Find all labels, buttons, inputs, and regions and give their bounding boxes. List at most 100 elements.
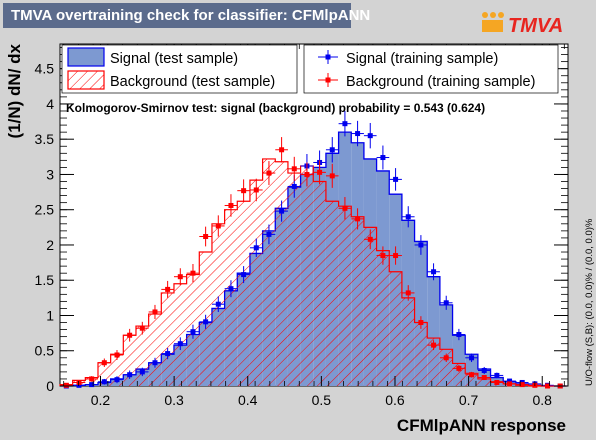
tmva-logo-icon xyxy=(482,12,504,32)
y-tick-label: 0 xyxy=(46,378,54,394)
background-training-point xyxy=(85,376,98,382)
x-tick-label: 0.3 xyxy=(164,392,184,408)
signal-training-point-marker xyxy=(342,121,348,127)
background-training-point-marker xyxy=(380,253,386,259)
background-training-point-marker xyxy=(545,383,551,389)
background-training-point xyxy=(351,208,364,230)
signal-training-point xyxy=(427,263,440,281)
signal-training-point-marker xyxy=(329,147,335,153)
y-axis-label: (1/N) dN/ dx xyxy=(5,43,24,138)
signal-training-point xyxy=(465,353,478,363)
signal-training-point xyxy=(401,206,415,228)
signal-training-point-marker xyxy=(507,378,513,384)
signal-training-points xyxy=(60,110,567,389)
background-training-point xyxy=(72,379,86,385)
background-training-point-marker xyxy=(494,379,500,385)
signal-training-point xyxy=(363,122,377,149)
signal-training-point xyxy=(85,382,98,388)
background-test-bin xyxy=(414,322,428,386)
background-test-bin xyxy=(389,271,402,386)
signal-training-point-marker xyxy=(355,131,361,137)
background-training-point-marker xyxy=(405,290,411,296)
signal-training-point-marker xyxy=(291,183,297,189)
y-tick-label: 4 xyxy=(46,96,54,112)
background-training-point xyxy=(452,364,466,372)
background-training-point xyxy=(414,316,428,329)
background-training-point-marker xyxy=(177,274,183,280)
signal-training-point xyxy=(262,224,276,245)
background-training-point xyxy=(490,379,504,385)
background-training-point-marker xyxy=(291,166,297,172)
signal-training-point-marker xyxy=(215,301,221,307)
y-tick-label: 1.5 xyxy=(35,272,55,288)
background-training-point-marker xyxy=(317,169,323,175)
background-test-bin xyxy=(427,338,440,386)
background-training-point xyxy=(389,246,402,265)
signal-training-point-marker xyxy=(203,319,209,325)
legend-swatch-signal-test xyxy=(67,47,105,67)
background-training-point xyxy=(224,194,238,217)
background-training-point xyxy=(427,340,440,351)
background-test-bin xyxy=(363,227,377,386)
background-training-point-marker xyxy=(393,253,399,259)
signal-training-point xyxy=(490,372,504,379)
legend-marker-signal-training xyxy=(318,50,338,64)
legend-label-background-training: Background (training sample) xyxy=(346,74,535,90)
background-training-point-marker xyxy=(190,270,196,276)
signal-training-point-marker xyxy=(76,382,82,388)
legend-label-signal-training: Signal (training sample) xyxy=(346,51,498,67)
background-training-point-marker xyxy=(165,286,171,292)
signal-training-point-marker xyxy=(139,369,145,375)
background-training-point xyxy=(515,382,529,388)
page-title: TMVA overtraining check for classifier: … xyxy=(3,3,370,28)
background-training-point-marker xyxy=(519,382,525,388)
background-training-point xyxy=(401,285,415,301)
x-tick-label: 0.5 xyxy=(312,392,332,408)
signal-training-point-marker xyxy=(279,208,285,214)
signal-training-point-marker xyxy=(380,155,386,161)
background-test-bin xyxy=(300,165,314,386)
signal-training-point-marker xyxy=(177,341,183,347)
legend-label-background-test: Background (test sample) xyxy=(110,74,275,90)
background-training-point xyxy=(275,137,288,163)
signal-training-point xyxy=(224,280,238,298)
background-test-bin xyxy=(452,363,466,386)
signal-training-point xyxy=(148,357,162,368)
legend-marker-background-training xyxy=(318,73,338,87)
background-test-bin xyxy=(262,158,276,386)
background-test-bin xyxy=(313,181,326,386)
background-test-bin xyxy=(275,161,288,386)
background-training-point xyxy=(186,264,200,283)
background-test-bin xyxy=(351,216,364,386)
background-training-point xyxy=(376,246,390,265)
signal-training-point-marker xyxy=(443,300,449,306)
background-training-point xyxy=(211,215,225,237)
background-test-bin xyxy=(161,292,174,386)
background-test-bin xyxy=(477,378,491,386)
background-training-point-marker xyxy=(215,223,221,229)
ks-test-label: Kolmogorov-Smirnov test: signal (backgro… xyxy=(66,101,485,115)
signal-training-point-marker xyxy=(89,382,95,388)
background-test-bin xyxy=(110,354,124,386)
background-training-point-marker xyxy=(329,173,335,179)
background-training-point xyxy=(148,304,162,320)
signal-training-point xyxy=(325,137,339,163)
background-test-bin xyxy=(439,349,453,386)
signal-training-point xyxy=(477,366,491,375)
signal-training-point xyxy=(275,200,288,222)
background-training-point-marker xyxy=(481,375,487,381)
signal-training-point-marker xyxy=(481,367,487,373)
background-test-bin xyxy=(224,209,238,386)
y-tick-label: 2.5 xyxy=(35,202,55,218)
x-axis-label: CFMlpANN response xyxy=(397,416,566,435)
y-tick-label: 3.5 xyxy=(35,131,55,147)
background-training-point-marker xyxy=(431,342,437,348)
tmva-logo: TMVA xyxy=(482,12,563,37)
x-tick-label: 0.4 xyxy=(238,392,258,408)
background-training-point-marker xyxy=(152,309,158,315)
background-training-point xyxy=(249,178,263,202)
background-training-point xyxy=(287,156,301,181)
background-training-point-marker xyxy=(266,170,272,176)
signal-training-point xyxy=(186,324,200,339)
